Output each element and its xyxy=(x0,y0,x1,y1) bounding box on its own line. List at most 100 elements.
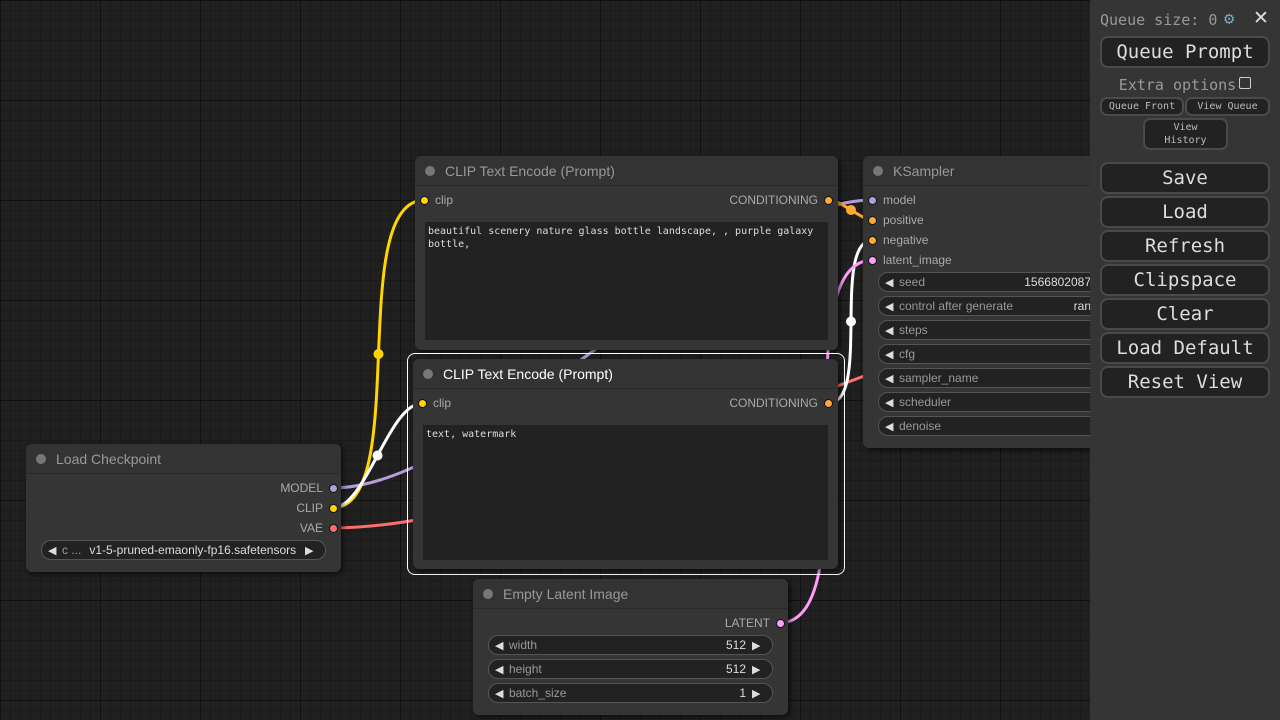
widget-cfg[interactable]: ◀cfg▶ xyxy=(878,344,1090,364)
widget-batch-size[interactable]: ◀ batch_size 1 ▶ xyxy=(488,683,773,703)
close-icon[interactable]: ✕ xyxy=(1253,7,1269,29)
load-button[interactable]: Load xyxy=(1100,196,1270,228)
node-title-bar[interactable]: CLIP Text Encode (Prompt) xyxy=(415,156,838,186)
input-slot-latent-image[interactable]: latent_image xyxy=(868,253,952,267)
refresh-button[interactable]: Refresh xyxy=(1100,230,1270,262)
clip-link-negative-midpoint[interactable] xyxy=(372,450,383,461)
widget-label: c ... xyxy=(62,543,82,557)
input-slot-model[interactable]: model xyxy=(868,193,916,207)
collapse-dot[interactable] xyxy=(873,165,883,176)
input-slot-negative[interactable]: negative xyxy=(868,233,928,247)
empty-latent-image-node[interactable]: Empty Latent Image LATENT ◀ width 512 ▶ ◀ hei… xyxy=(473,579,788,715)
slot-label: clip xyxy=(435,193,454,207)
arrow-left-icon[interactable]: ◀ xyxy=(885,276,894,289)
conditioning-link-positive-midpoint[interactable] xyxy=(846,205,856,215)
widget-label: batch_size xyxy=(509,686,567,700)
widget-height[interactable]: ◀ height 512 ▶ xyxy=(488,659,773,679)
arrow-right-icon[interactable]: ▶ xyxy=(752,687,761,700)
queue-front-button[interactable]: Queue Front xyxy=(1100,97,1184,116)
collapse-dot[interactable] xyxy=(423,368,433,379)
widget-value: 1 xyxy=(739,686,746,700)
load-checkpoint-node[interactable]: Load Checkpoint MODEL CLIP VAE ◀ c ... v1-… xyxy=(26,444,341,572)
widget-label: denoise xyxy=(899,419,942,433)
slot-label: CLIP xyxy=(296,501,323,515)
arrow-right-icon[interactable]: ▶ xyxy=(305,544,314,557)
input-slot-positive[interactable]: positive xyxy=(868,213,924,227)
queue-size-label: Queue size: 0 xyxy=(1100,11,1218,29)
slot-label: VAE xyxy=(299,521,323,535)
prompt-textarea[interactable]: text, watermark xyxy=(423,425,828,560)
widget-width[interactable]: ◀ width 512 ▶ xyxy=(488,635,773,655)
settings-gear-icon[interactable]: ⚙ xyxy=(1224,9,1235,29)
arrow-left-icon[interactable]: ◀ xyxy=(495,663,504,676)
arrow-left-icon[interactable]: ◀ xyxy=(885,324,894,337)
widget-label: scheduler xyxy=(899,395,952,409)
clip-text-encode-negative-node[interactable]: CLIP Text Encode (Prompt) clip CONDITION… xyxy=(413,359,838,569)
extra-options-row: Extra options xyxy=(1090,76,1280,94)
clear-button[interactable]: Clear xyxy=(1100,298,1270,330)
output-slot-conditioning[interactable]: CONDITIONING xyxy=(729,396,833,410)
collapse-dot[interactable] xyxy=(425,165,435,176)
reset-view-button[interactable]: Reset View xyxy=(1100,366,1270,398)
output-slot-clip[interactable]: CLIP xyxy=(296,501,338,515)
output-slot-conditioning[interactable]: CONDITIONING xyxy=(729,193,833,207)
input-slot-clip[interactable]: clip xyxy=(418,396,451,410)
widget-value: ran xyxy=(1073,299,1090,313)
node-title-bar[interactable]: KSampler xyxy=(863,156,1090,186)
ksampler-node[interactable]: KSampler model positive negative latent_… xyxy=(863,156,1090,448)
slot-label: latent_image xyxy=(883,253,952,267)
node-title: Empty Latent Image xyxy=(503,585,629,602)
queue-prompt-button[interactable]: Queue Prompt xyxy=(1100,36,1270,68)
slot-label: positive xyxy=(883,213,924,227)
widget-label: height xyxy=(509,662,542,676)
arrow-left-icon[interactable]: ◀ xyxy=(885,348,894,361)
output-slot-model[interactable]: MODEL xyxy=(280,481,338,495)
widget-denoise[interactable]: ◀denoise▶ xyxy=(878,416,1090,436)
node-title-bar[interactable]: CLIP Text Encode (Prompt) xyxy=(413,359,838,389)
collapse-dot[interactable] xyxy=(36,453,46,464)
prompt-textarea[interactable]: beautiful scenery nature glass bottle la… xyxy=(425,222,828,340)
view-history-button[interactable]: View History xyxy=(1143,118,1228,150)
output-slot-latent[interactable]: LATENT xyxy=(725,616,785,630)
widget-scheduler[interactable]: ◀scheduler▶ xyxy=(878,392,1090,412)
widget-value: 512 xyxy=(725,662,746,676)
output-slot-vae[interactable]: VAE xyxy=(300,521,338,535)
clip-text-encode-positive-node[interactable]: CLIP Text Encode (Prompt) clip CONDITION… xyxy=(415,156,838,350)
widget-label: seed xyxy=(899,275,926,289)
clip-link-positive-midpoint[interactable] xyxy=(373,349,384,359)
widget-label: width xyxy=(509,638,538,652)
save-button[interactable]: Save xyxy=(1100,162,1270,194)
arrow-left-icon[interactable]: ◀ xyxy=(495,639,504,652)
arrow-left-icon[interactable]: ◀ xyxy=(885,300,894,313)
arrow-left-icon[interactable]: ◀ xyxy=(495,687,504,700)
arrow-left-icon[interactable]: ◀ xyxy=(48,544,57,557)
arrow-left-icon[interactable]: ◀ xyxy=(885,396,894,409)
widget-sampler-name[interactable]: ◀sampler_name▶ xyxy=(878,368,1090,388)
load-default-button[interactable]: Load Default xyxy=(1100,332,1270,364)
ckpt-name-combo[interactable]: ◀ c ... v1-5-pruned-emaonly-fp16.safetenso… xyxy=(41,540,326,560)
collapse-dot[interactable] xyxy=(483,588,493,599)
conditioning-link-negative-midpoint[interactable] xyxy=(846,316,856,327)
widget-label: steps xyxy=(899,323,928,337)
input-slot-clip[interactable]: clip xyxy=(420,193,453,207)
arrow-right-icon[interactable]: ▶ xyxy=(752,639,761,652)
node-title-bar[interactable]: Empty Latent Image xyxy=(473,579,788,609)
menu-panel: Queue size: 0 ⚙ ✕ Queue Prompt Extra opt… xyxy=(1090,0,1280,720)
extra-options-label: Extra options xyxy=(1118,76,1237,94)
view-queue-button[interactable]: View Queue xyxy=(1185,97,1270,116)
arrow-left-icon[interactable]: ◀ xyxy=(885,420,894,433)
widget-value: v1-5-pruned-emaonly-fp16.safetensors xyxy=(89,543,297,557)
widget-steps[interactable]: ◀steps▶ xyxy=(878,320,1090,340)
node-title-bar[interactable]: Load Checkpoint xyxy=(26,444,341,474)
slot-label: clip xyxy=(433,396,452,410)
clipspace-button[interactable]: Clipspace xyxy=(1100,264,1270,296)
slot-label: MODEL xyxy=(280,481,323,495)
slot-label: LATENT xyxy=(724,616,770,630)
selection-outline xyxy=(407,353,845,575)
extra-options-checkbox[interactable] xyxy=(1239,77,1252,89)
node-title: CLIP Text Encode (Prompt) xyxy=(445,162,615,179)
arrow-right-icon[interactable]: ▶ xyxy=(752,663,761,676)
arrow-left-icon[interactable]: ◀ xyxy=(885,372,894,385)
